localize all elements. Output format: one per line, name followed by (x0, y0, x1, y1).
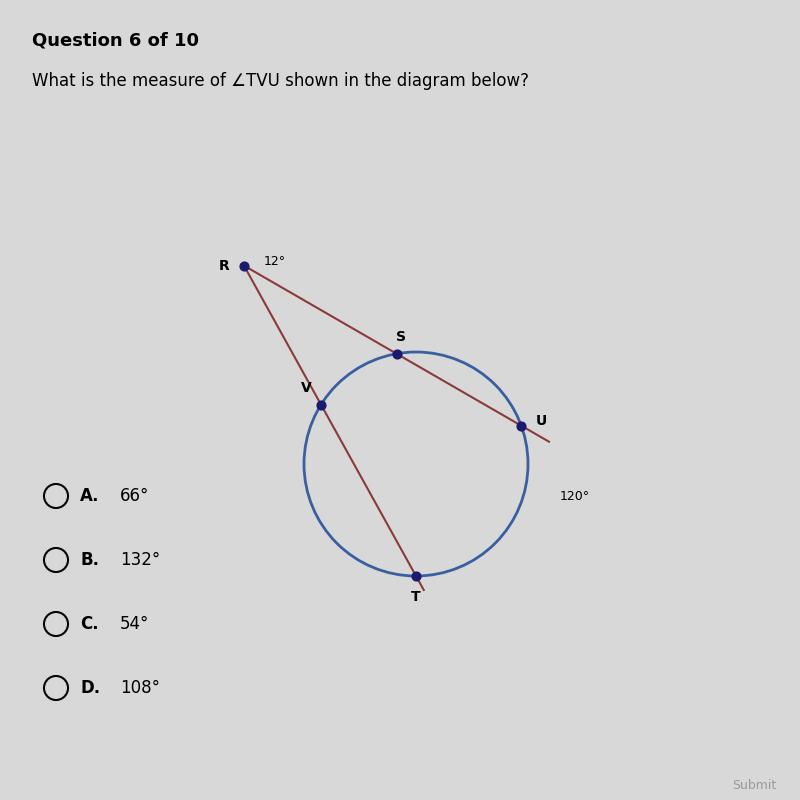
Text: 54°: 54° (120, 615, 150, 633)
Text: 132°: 132° (120, 551, 160, 569)
Text: R: R (218, 258, 230, 273)
Text: U: U (536, 414, 547, 428)
Text: A.: A. (80, 487, 99, 505)
Text: C.: C. (80, 615, 98, 633)
Text: Submit: Submit (732, 779, 776, 792)
Text: S: S (396, 330, 406, 344)
Text: 120°: 120° (560, 490, 590, 502)
Point (238, 259, 250, 272)
Point (314, 398, 327, 411)
Text: V: V (302, 381, 312, 395)
Point (410, 570, 422, 582)
Text: T: T (411, 590, 421, 605)
Point (390, 347, 403, 360)
Text: 12°: 12° (264, 255, 286, 268)
Text: D.: D. (80, 679, 100, 697)
Text: Question 6 of 10: Question 6 of 10 (32, 32, 199, 50)
Text: B.: B. (80, 551, 99, 569)
Text: 108°: 108° (120, 679, 160, 697)
Point (515, 419, 528, 432)
Text: 66°: 66° (120, 487, 150, 505)
Text: What is the measure of ∠TVU shown in the diagram below?: What is the measure of ∠TVU shown in the… (32, 72, 529, 90)
